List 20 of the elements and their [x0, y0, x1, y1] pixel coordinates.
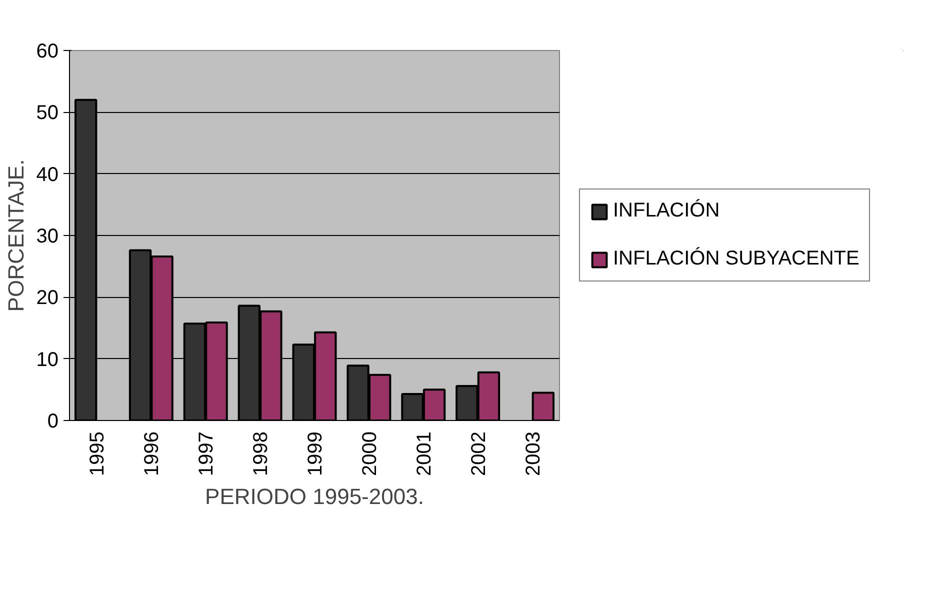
y-tick-label: 50 — [36, 102, 59, 124]
y-tick-label: 10 — [36, 348, 59, 371]
y-tick-label: 20 — [36, 287, 59, 310]
x-tick-label: 1998 — [250, 431, 272, 476]
y-axis-title: PORCENTAJE. — [3, 159, 28, 312]
y-tick-label: 40 — [36, 164, 59, 186]
legend-label: INFLACIÓN SUBYACENTE — [613, 248, 860, 270]
x-tick-label: 1997 — [196, 431, 218, 476]
legend-label: INFLACIÓN — [613, 200, 720, 222]
x-tick-label: 2001 — [413, 431, 436, 476]
x-tick-label: 1999 — [304, 431, 326, 476]
y-tick-label: 0 — [47, 410, 58, 432]
x-tick-label: 1995 — [86, 431, 109, 476]
x-axis-title: PERIODO 1995-2003. — [205, 484, 424, 509]
y-tick-label: 60 — [36, 40, 59, 62]
x-tick-label: 2000 — [358, 431, 381, 476]
x-tick-label: 2002 — [468, 431, 490, 476]
x-tick-label: 1996 — [141, 431, 164, 476]
y-tick-label: 30 — [36, 226, 59, 248]
x-tick-label: 2003 — [522, 431, 544, 476]
